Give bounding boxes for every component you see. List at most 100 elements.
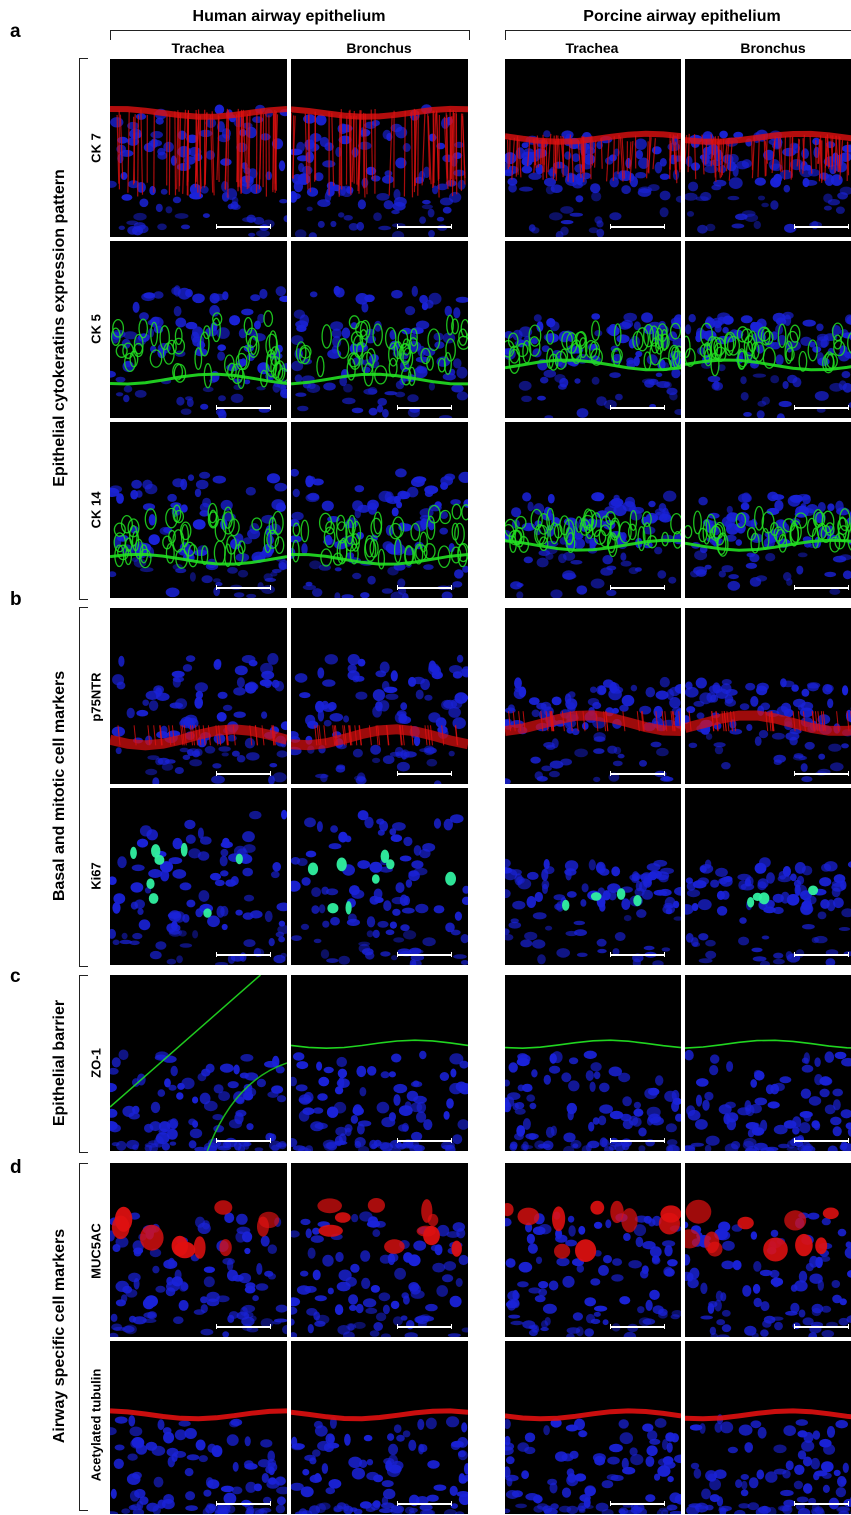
micrograph-image <box>685 1199 851 1337</box>
micrograph-ck7-porcine-bronchus <box>685 59 851 237</box>
section-bracket-c <box>79 975 88 1153</box>
micrograph-image <box>505 858 681 965</box>
scale-bar <box>794 585 849 590</box>
micrograph-image <box>505 1408 681 1514</box>
micrograph-image <box>685 857 851 965</box>
micrograph-ck5-porcine-bronchus <box>685 241 851 418</box>
micrograph-ck14-human-trachea <box>110 422 287 598</box>
micrograph-image <box>505 676 681 784</box>
row-label-acetylated-tubulin: Acetylated tubulin <box>88 1368 104 1482</box>
group-bracket-human <box>110 30 470 40</box>
micrograph-ck7-porcine-trachea <box>505 59 681 237</box>
micrograph-ck14-human-bronchus <box>291 422 468 598</box>
micrograph-image <box>505 1200 681 1337</box>
scale-bar <box>794 771 849 776</box>
micrograph-muc5ac-porcine-trachea <box>505 1163 681 1337</box>
micrograph-ck7-human-bronchus <box>291 59 468 237</box>
micrograph-image <box>505 490 681 598</box>
scale-bar <box>610 224 665 229</box>
group-title-porcine: Porcine airway epithelium <box>583 8 781 25</box>
row-label-muc5ac: MUC5AC <box>88 1223 104 1279</box>
scale-bar <box>610 1138 665 1143</box>
scale-bar <box>610 1501 665 1506</box>
row-label-ck7: CK 7 <box>88 133 104 163</box>
scale-bar <box>216 952 271 957</box>
micrograph-image <box>505 130 681 237</box>
panel-letter-b: b <box>10 589 22 610</box>
scale-bar <box>397 585 452 590</box>
micrograph-acetylated-tubulin-porcine-bronchus <box>685 1341 851 1514</box>
micrograph-ki67-porcine-trachea <box>505 788 681 965</box>
scale-bar <box>794 405 849 410</box>
column-title-human-bronchus: Bronchus <box>346 40 412 56</box>
group-bracket-porcine <box>505 30 851 40</box>
micrograph-zo1-human-bronchus <box>291 975 468 1151</box>
micrograph-acetylated-tubulin-porcine-trachea <box>505 1341 681 1514</box>
column-title-human-trachea: Trachea <box>171 40 225 56</box>
micrograph-ki67-human-trachea <box>110 788 287 965</box>
micrograph-image <box>685 129 851 234</box>
micrograph-image <box>110 653 287 784</box>
micrograph-acetylated-tubulin-human-trachea <box>110 1341 287 1514</box>
scale-bar <box>216 771 271 776</box>
micrograph-muc5ac-human-trachea <box>110 1163 287 1337</box>
scale-bar <box>216 1138 271 1143</box>
panel-letter-c: c <box>10 966 21 987</box>
row-label-p75ntr: p75NTR <box>88 672 104 722</box>
scale-bar <box>216 224 271 229</box>
scale-bar <box>794 1324 849 1329</box>
section-bracket-a <box>79 58 88 600</box>
scale-bar <box>794 952 849 957</box>
section-label-b: Basal and mitotic cell markers <box>51 670 68 902</box>
micrograph-ck14-porcine-bronchus <box>685 422 851 598</box>
scale-bar <box>216 405 271 410</box>
micrograph-image <box>291 810 468 965</box>
panel-letter-d: d <box>10 1157 22 1178</box>
scale-bar <box>610 1324 665 1329</box>
micrograph-image <box>685 491 851 595</box>
micrograph-image <box>685 1039 851 1151</box>
micrograph-zo1-human-trachea <box>110 975 287 1151</box>
scale-bar <box>397 224 452 229</box>
micrograph-image <box>110 104 287 237</box>
section-label-d: Airway specific cell markers <box>51 1228 68 1444</box>
section-bracket-b <box>79 607 88 967</box>
scale-bar <box>610 952 665 957</box>
micrograph-p75ntr-porcine-bronchus <box>685 608 851 784</box>
section-label-c: Epithelial barrier <box>51 999 68 1127</box>
scale-bar <box>794 224 849 229</box>
micrograph-zo1-porcine-trachea <box>505 975 681 1151</box>
micrograph-image <box>291 468 468 598</box>
scale-bar <box>216 585 271 590</box>
micrograph-image <box>685 1408 851 1514</box>
micrograph-image <box>685 311 851 418</box>
micrograph-ck7-human-trachea <box>110 59 287 237</box>
micrograph-ki67-human-bronchus <box>291 788 468 965</box>
micrograph-muc5ac-porcine-bronchus <box>685 1163 851 1337</box>
scale-bar <box>610 771 665 776</box>
micrograph-image <box>110 1408 287 1514</box>
micrograph-image <box>110 809 287 965</box>
scale-bar <box>397 771 452 776</box>
scale-bar <box>397 1138 452 1143</box>
panel-letter-a: a <box>10 21 21 42</box>
micrograph-ck14-porcine-trachea <box>505 422 681 598</box>
micrograph-image <box>505 1039 681 1151</box>
micrograph-ki67-porcine-bronchus <box>685 788 851 965</box>
micrograph-ck5-human-trachea <box>110 241 287 418</box>
column-title-porcine-bronchus: Bronchus <box>740 40 806 56</box>
micrograph-image <box>291 104 468 237</box>
group-title-human: Human airway epithelium <box>192 8 386 25</box>
micrograph-image <box>291 1039 468 1151</box>
micrograph-zo1-porcine-bronchus <box>685 975 851 1151</box>
micrograph-muc5ac-human-bronchus <box>291 1163 468 1337</box>
micrograph-p75ntr-human-bronchus <box>291 608 468 784</box>
scale-bar <box>397 1324 452 1329</box>
micrograph-image <box>110 975 287 1151</box>
scale-bar <box>610 585 665 590</box>
micrograph-image <box>110 285 287 418</box>
micrograph-acetylated-tubulin-human-bronchus <box>291 1341 468 1514</box>
micrograph-image <box>291 1408 468 1514</box>
micrograph-image <box>110 1200 287 1337</box>
micrograph-ck5-human-bronchus <box>291 241 468 418</box>
